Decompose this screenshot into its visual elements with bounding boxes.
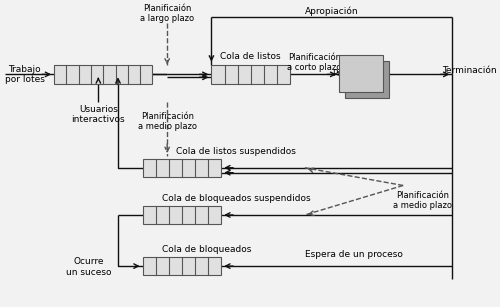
Text: Terminación: Terminación — [442, 66, 496, 75]
Text: Planificación
a medio plazo: Planificación a medio plazo — [394, 191, 452, 210]
Bar — [339, 55, 384, 92]
Text: Ocurre
un suceso: Ocurre un suceso — [66, 257, 111, 277]
Text: Cola de bloqueados suspendidos: Cola de bloqueados suspendidos — [162, 194, 310, 203]
Text: Planificaión
a largo plazo: Planificaión a largo plazo — [140, 4, 194, 23]
Bar — [142, 206, 221, 224]
Text: Procesador: Procesador — [332, 69, 380, 78]
Bar — [345, 60, 390, 98]
Bar — [142, 159, 221, 177]
Text: Cola de listos suspendidos: Cola de listos suspendidos — [176, 146, 296, 156]
Text: Planificación
a corto plazo: Planificación a corto plazo — [288, 53, 342, 72]
Text: Usuarios
interactivos: Usuarios interactivos — [72, 105, 125, 124]
Text: Trabajo
por lotes: Trabajo por lotes — [4, 65, 44, 84]
Text: Cola de bloqueados: Cola de bloqueados — [162, 245, 251, 254]
Text: Planificación
a medio plazo: Planificación a medio plazo — [138, 112, 196, 131]
Text: Apropiación: Apropiación — [304, 7, 358, 16]
Text: Cola de listos: Cola de listos — [220, 52, 281, 61]
Bar — [212, 64, 290, 84]
Bar — [142, 257, 221, 275]
Text: Espera de un proceso: Espera de un proceso — [305, 250, 403, 259]
Bar — [54, 64, 152, 84]
